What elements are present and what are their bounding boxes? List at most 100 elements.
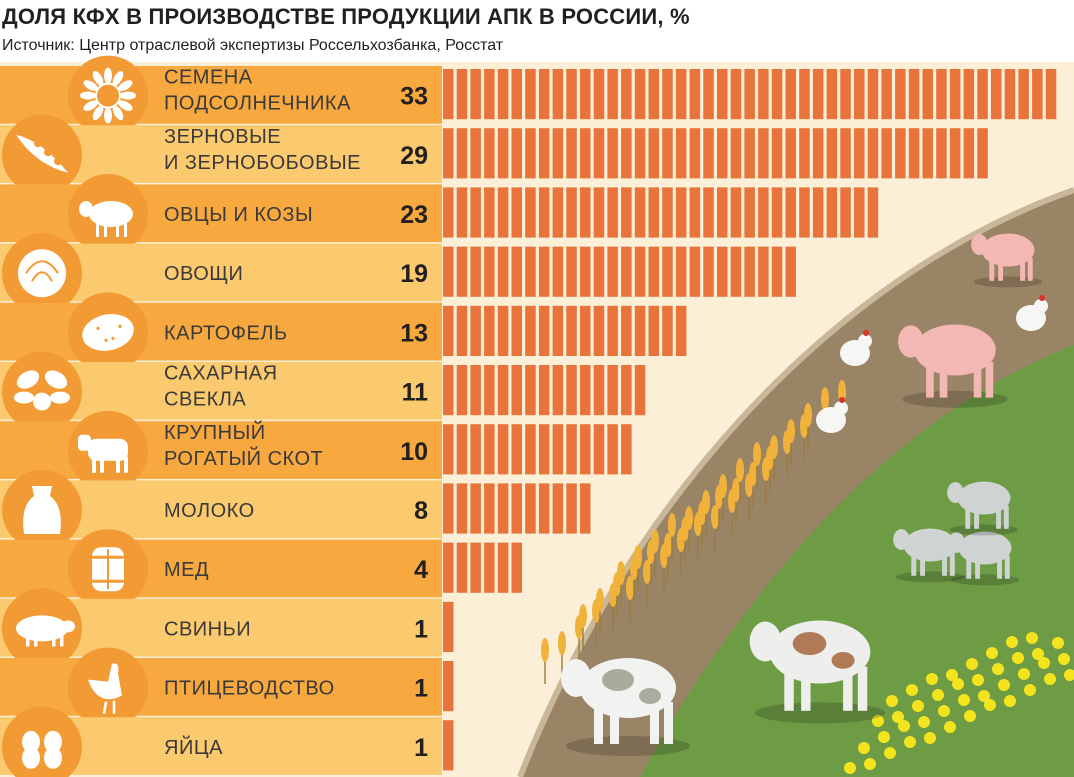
- pea-pod-icon: [16, 130, 68, 173]
- root: [33, 392, 51, 411]
- head: [947, 482, 964, 503]
- spot: [639, 688, 661, 704]
- leg: [920, 552, 926, 576]
- leg: [926, 361, 934, 398]
- leg: [975, 555, 981, 579]
- bar-segment: [662, 128, 673, 179]
- bar-segment: [662, 246, 673, 297]
- leg: [985, 361, 994, 398]
- flower: [858, 742, 870, 754]
- leaf: [14, 391, 34, 404]
- potato-icon: [82, 313, 134, 351]
- category-row: КАРТОФЕЛЬ 13: [0, 292, 442, 373]
- bar-segment: [511, 246, 522, 297]
- flower: [938, 705, 950, 717]
- wheat-ear: [719, 474, 727, 498]
- head: [898, 325, 924, 358]
- bar-segment: [443, 424, 454, 475]
- bar-segment: [744, 246, 755, 297]
- potato: [82, 313, 134, 351]
- bar-segment: [621, 365, 632, 416]
- bar-segment: [785, 69, 796, 120]
- bar-segment: [484, 128, 495, 179]
- bar-segment: [607, 69, 618, 120]
- leg: [124, 456, 128, 473]
- value-label: 4: [414, 556, 428, 584]
- head: [561, 659, 591, 697]
- bar: [443, 601, 454, 652]
- leg: [973, 361, 982, 398]
- bar-segment: [456, 483, 468, 534]
- bar-segment: [634, 128, 646, 179]
- bar-segment: [552, 305, 564, 356]
- bar-segment: [593, 305, 605, 356]
- leg: [1003, 505, 1009, 529]
- eye: [118, 324, 122, 328]
- value-label: 29: [400, 142, 428, 170]
- bar-segment: [675, 246, 687, 297]
- bar-segment: [1032, 69, 1043, 120]
- bar-segment: [977, 69, 988, 120]
- bar-segment: [881, 128, 892, 179]
- leg: [92, 456, 96, 473]
- egg: [22, 746, 40, 769]
- spot: [602, 669, 634, 691]
- category-row: ЗЕРНОВЫЕ И ЗЕРНОБОБОВЫЕ 29: [0, 114, 442, 195]
- bar-segment: [689, 187, 701, 238]
- bar-segment: [580, 424, 591, 475]
- bar-segment: [497, 305, 509, 356]
- leg: [801, 666, 811, 711]
- bar-segment: [703, 128, 714, 179]
- bar-segment: [497, 69, 509, 120]
- bar-segment: [607, 246, 618, 297]
- leg: [1020, 257, 1026, 281]
- bar-segment: [456, 246, 468, 297]
- bar-segment: [511, 365, 522, 416]
- bar-segment: [840, 69, 851, 120]
- leg: [102, 701, 108, 714]
- bar-segment: [580, 69, 591, 120]
- cabbage-icon: [18, 249, 66, 298]
- bar-segment: [730, 69, 742, 120]
- bar-segment: [785, 128, 796, 179]
- flower: [884, 747, 896, 759]
- wheat-ear: [596, 588, 604, 612]
- bar-segment: [456, 424, 468, 475]
- bar-segment: [689, 69, 701, 120]
- body: [981, 233, 1035, 267]
- bar-segment: [607, 187, 618, 238]
- bar: [443, 483, 591, 534]
- value-label: 23: [400, 201, 428, 229]
- flower: [958, 694, 970, 706]
- bar-segment: [785, 246, 796, 297]
- bar-segment: [484, 69, 495, 120]
- background-layer: [0, 62, 1074, 777]
- bar-segment: [854, 69, 865, 120]
- leg: [843, 666, 853, 711]
- pig-small: [971, 233, 1043, 288]
- bar-segment: [648, 69, 659, 120]
- bar-segment: [538, 424, 550, 475]
- bar-segment: [593, 69, 605, 120]
- bar-segment: [593, 128, 605, 179]
- bar-segment: [922, 128, 933, 179]
- bar-segment: [634, 187, 646, 238]
- flower: [878, 731, 890, 743]
- bar-segment: [799, 69, 810, 120]
- egg: [44, 746, 62, 769]
- bar-segment: [470, 365, 481, 416]
- farm-illustration: [541, 233, 1074, 774]
- milk-jug-icon: [23, 486, 61, 534]
- bar-segment: [511, 69, 522, 120]
- bar-segment: [552, 483, 564, 534]
- bar: [443, 69, 1057, 120]
- category-row: МЕД 4: [0, 529, 442, 610]
- wheat-ear: [634, 545, 642, 569]
- bar-segment: [730, 187, 742, 238]
- hen: [816, 397, 848, 433]
- bar-segment: [607, 305, 618, 356]
- leg: [949, 552, 955, 576]
- bar-segment: [607, 128, 618, 179]
- icon-circle: [2, 351, 82, 432]
- wheat-ear: [668, 513, 676, 537]
